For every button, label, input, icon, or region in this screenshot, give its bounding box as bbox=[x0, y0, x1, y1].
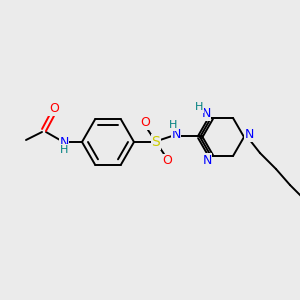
Text: O: O bbox=[49, 103, 59, 116]
Text: S: S bbox=[152, 135, 160, 149]
Text: N: N bbox=[202, 154, 212, 166]
Text: H: H bbox=[195, 102, 203, 112]
Text: N: N bbox=[244, 128, 254, 142]
Text: H: H bbox=[169, 120, 177, 130]
Text: N: N bbox=[201, 107, 211, 120]
Text: N: N bbox=[59, 136, 69, 148]
Text: N: N bbox=[171, 128, 181, 140]
Text: H: H bbox=[60, 145, 68, 155]
Text: O: O bbox=[162, 154, 172, 167]
Text: O: O bbox=[140, 116, 150, 130]
